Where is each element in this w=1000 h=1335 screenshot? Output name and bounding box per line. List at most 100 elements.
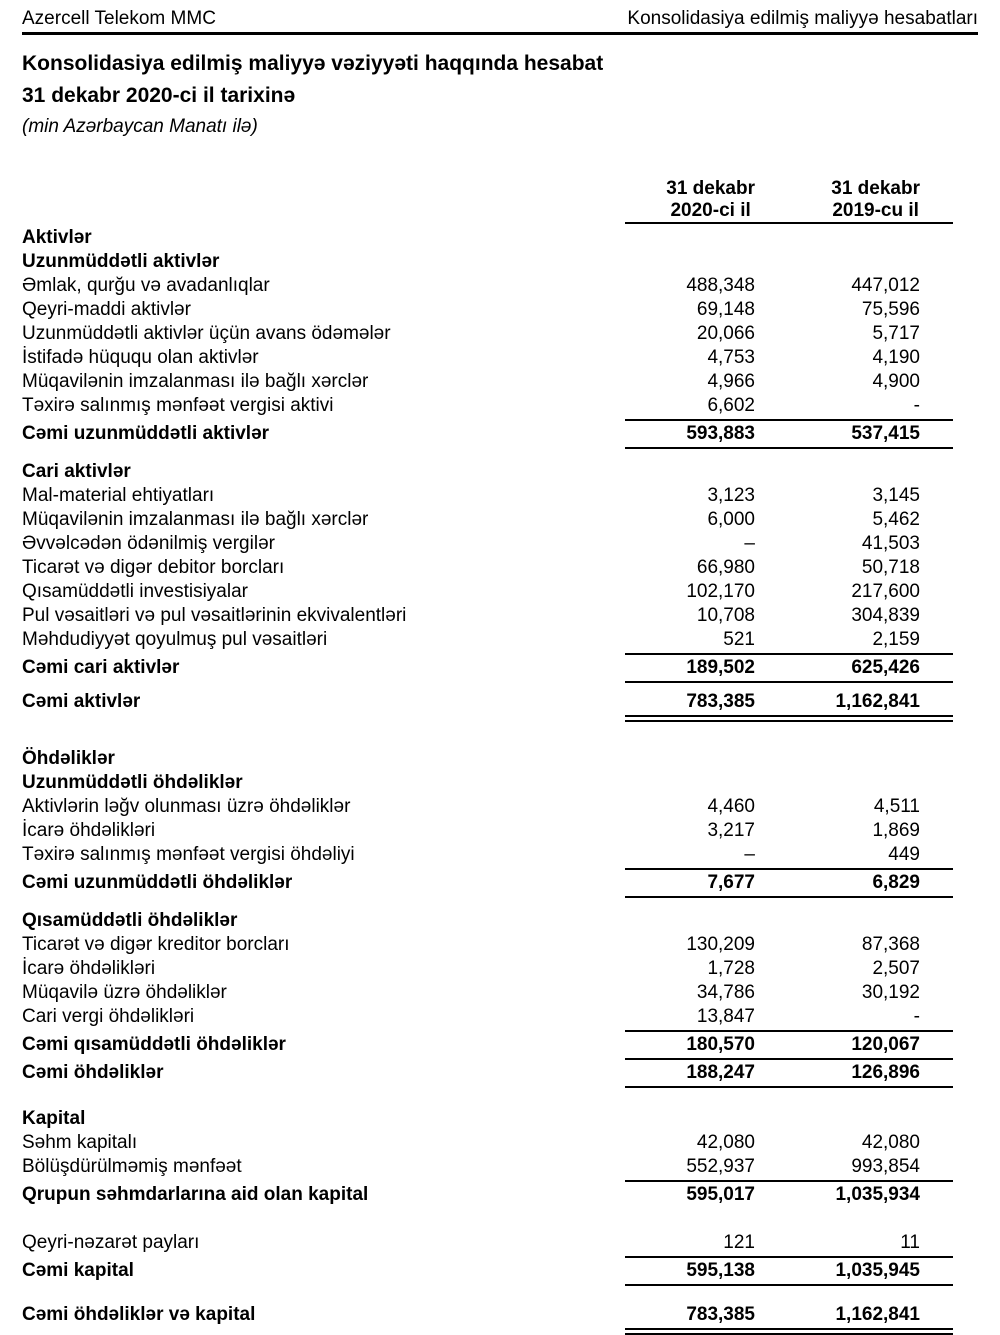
row-label: Cəmi uzunmüddətli aktivlər [22,423,270,444]
line-item-row: Təxirə salınmış mənfəət vergisi aktivi 6,… [22,394,978,418]
report-set-title: Konsolidasiya edilmiş maliyyə hesabatlar… [627,8,978,29]
row-label: Müqavilənin imzalanması ilə bağlı xərclə… [22,371,369,392]
value-2020: – [744,533,755,554]
header-rule [22,32,978,35]
row-label: Aktivlərin ləğv olunması üzrə öhdəliklər [22,796,351,817]
total-row: Cəmi öhdəliklər 188,247 126,896 [22,1061,978,1085]
line-item-row: İstifadə hüququ olan aktivlər 4,753 4,190 [22,346,978,370]
value-2020: 593,883 [686,423,755,444]
spacer [22,450,978,460]
row-label: Qeyri-nəzarət payları [22,1232,200,1253]
spacer [22,899,978,909]
total-rule [625,896,953,898]
line-item-row: Qısamüddətli investisiyalar 102,170 217,60… [22,580,978,604]
value-2020: 6,602 [707,395,755,416]
value-2019: - [913,395,920,416]
value-2020: 4,460 [707,796,755,817]
line-item-row: Cari vergi öhdəlikləri 13,847 - [22,1005,978,1029]
total-rule [625,868,953,870]
double-total-rule [625,1328,953,1335]
total-rule [625,1284,953,1286]
value-2020: 188,247 [686,1062,755,1083]
line-item-row: Aktivlərin ləğv olunması üzrə öhdəliklər… [22,795,978,819]
row-label: İstifadə hüququ olan aktivlər [22,347,259,368]
value-2019: 449 [888,844,920,865]
row-label: Cari vergi öhdəlikləri [22,1006,195,1027]
line-item-row: Müqavilənin imzalanması ilə bağlı xərclə… [22,370,978,394]
row-label: Təxirə salınmış mənfəət vergisi öhdəliyi [22,844,355,865]
value-2020: 121 [723,1232,755,1253]
value-2019: 1,162,841 [835,1304,920,1325]
value-2019: 4,190 [872,347,920,368]
currency-note: (min Azərbaycan Manatı ilə) [22,116,258,137]
row-label: Cari aktivlər [22,461,131,482]
line-item-row: Səhm kapitalı 42,080 42,080 [22,1131,978,1155]
value-2020: 10,708 [696,605,755,626]
line-item-row: Qeyri-maddi aktivlər 69,148 75,596 [22,298,978,322]
row-label: İcarə öhdəlikləri [22,820,156,841]
row-label: Qısamüddətli investisiyalar [22,581,248,602]
total-rule [625,1086,953,1088]
total-row: Cəmi kapital 595,138 1,035,945 [22,1259,978,1283]
value-2019: 11 [900,1232,920,1253]
double-total-rule [625,715,953,722]
row-label: Təxirə salınmış mənfəət vergisi aktivi [22,395,334,416]
value-2019: 50,718 [861,557,920,578]
value-2019: 120,067 [851,1034,920,1055]
section-heading-row: Qısamüddətli öhdəliklər [22,909,978,933]
total-rule [625,1180,953,1182]
value-2020: 595,138 [686,1260,755,1281]
total-row: Cəmi uzunmüddətli öhdəliklər 7,677 6,829 [22,871,978,895]
total-row: Cəmi cari aktivlər 189,502 625,426 [22,656,978,680]
column-header-2019-line2: 2019-cu il [832,200,919,221]
value-2020: 42,080 [696,1132,755,1153]
line-item-row: İcarə öhdəlikləri 3,217 1,869 [22,819,978,843]
value-2020: 13,847 [696,1006,755,1027]
row-label: Cəmi öhdəliklər və kapital [22,1304,256,1325]
column-header-rule [625,222,953,224]
total-rule [625,1256,953,1258]
total-row: Cəmi qısamüddətli öhdəliklər 180,570 120,0… [22,1033,978,1057]
row-label: Uzunmüddətli öhdəliklər [22,772,243,793]
value-2019: 1,035,934 [835,1184,920,1205]
line-item-row: Ticarət və digər debitor borcları 66,980 5… [22,556,978,580]
value-2020: 66,980 [696,557,755,578]
value-2019: 5,717 [872,323,920,344]
page-header: Azercell Telekom MMC Konsolidasiya edilm… [22,8,978,30]
row-label: İcarə öhdəlikləri [22,958,156,979]
value-2019: 447,012 [851,275,920,296]
value-2020: 783,385 [686,691,755,712]
section-heading-row: Uzunmüddətli öhdəliklər [22,771,978,795]
row-label: Qısamüddətli öhdəliklər [22,910,238,931]
row-label: Bölüşdürülməmiş mənfəət [22,1156,242,1177]
row-label: Qrupun səhmdarlarına aid olan kapital [22,1184,369,1205]
value-2020: 552,937 [686,1156,755,1177]
row-label: Cəmi cari aktivlər [22,657,180,678]
total-row: Cəmi öhdəliklər və kapital 783,385 1,162,8… [22,1303,978,1327]
total-rule [625,681,953,683]
row-label: Səhm kapitalı [22,1132,138,1153]
section-heading-row: Uzunmüddətli aktivlər [22,250,978,274]
row-label: Cəmi öhdəliklər [22,1062,164,1083]
spacer [22,1287,978,1303]
value-2020: 1,728 [707,958,755,979]
value-2020: 595,017 [686,1184,755,1205]
value-2019: 75,596 [861,299,920,320]
value-2020: 7,677 [707,872,755,893]
statement-table: Aktivlər Uzunmüddətli aktivlər Əmlak, qurğ… [22,226,978,1335]
value-2019: 625,426 [851,657,920,678]
value-2020: 189,502 [686,657,755,678]
row-label: Uzunmüddətli aktivlər üçün avans ödəmələ… [22,323,391,344]
value-2019: 87,368 [861,934,920,955]
value-2020: 102,170 [686,581,755,602]
value-2020: 130,209 [686,934,755,955]
column-headers: 31 dekabr 2020-ci il 31 dekabr 2019-cu i… [22,178,978,222]
report-title: Konsolidasiya edilmiş maliyyə vəziyyəti … [22,52,604,75]
value-2019: 1,035,945 [835,1260,920,1281]
row-label: Öhdəliklər [22,748,115,769]
column-header-2020: 31 dekabr 2020-ci il [666,178,755,222]
value-2019: 41,503 [861,533,920,554]
value-2019: 1,869 [872,820,920,841]
spacer [22,1089,978,1107]
